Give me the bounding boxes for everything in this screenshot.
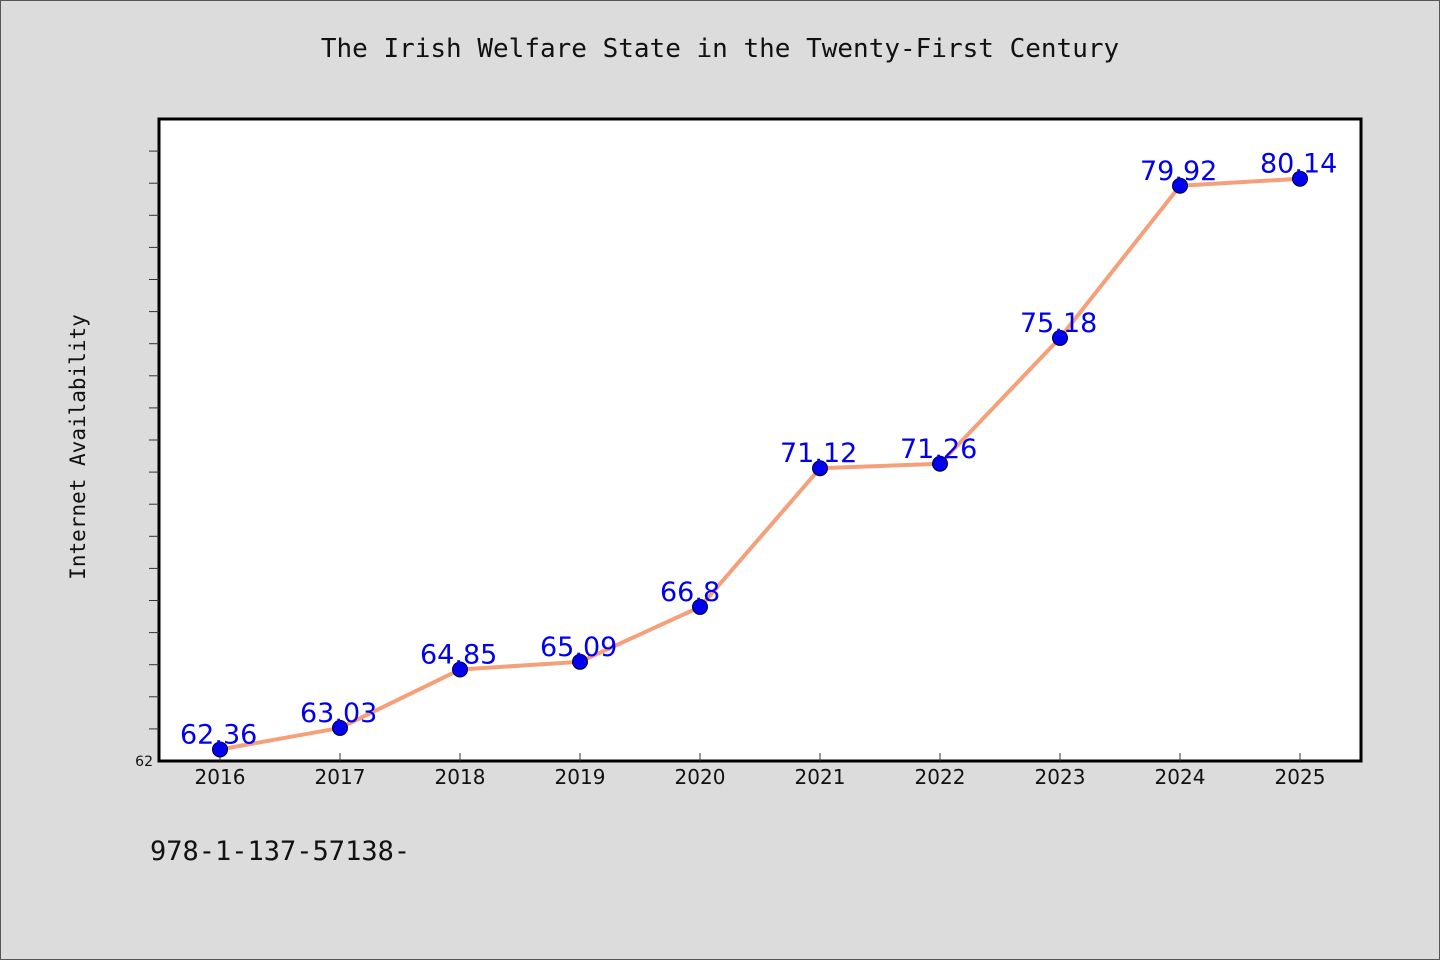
- x-axis-ticks: 2016 2017 2018 2019 2020 2021 2022 2023 2024 2025: [195, 753, 1326, 789]
- data-label: 63.03: [300, 698, 377, 729]
- x-tick-label: 2023: [1035, 765, 1086, 789]
- data-label: 71.26: [900, 434, 977, 465]
- data-label: 79.92: [1140, 156, 1217, 187]
- data-point-marker: [212, 741, 228, 758]
- x-tick-label: 2022: [915, 765, 966, 789]
- data-point-marker: [332, 719, 348, 736]
- data-point-marker: [1292, 170, 1308, 187]
- data-label: 62.36: [180, 719, 257, 750]
- data-label: 80.14: [1260, 149, 1337, 180]
- x-tick-label: 2025: [1275, 765, 1326, 789]
- series-line: [218, 176, 1302, 752]
- data-point-marker: [812, 460, 828, 477]
- data-point-marker: [692, 598, 708, 615]
- data-label: 75.18: [1020, 308, 1097, 339]
- chart-title: The Irish Welfare State in the Twenty-Fi…: [320, 34, 1120, 64]
- data-label: 66.8: [660, 577, 720, 608]
- x-tick-label: 2019: [555, 765, 606, 789]
- data-label: 71.12: [780, 438, 857, 469]
- footer-note: 978-1-137-57138-: [150, 836, 411, 867]
- data-label: 65.09: [540, 632, 617, 663]
- x-tick-label: 2018: [435, 765, 486, 789]
- x-tick-label: 2020: [675, 765, 726, 789]
- x-tick-label: 2017: [315, 765, 366, 789]
- data-label: 64.85: [420, 640, 497, 671]
- plot-area: [157, 117, 1363, 763]
- x-tick-label: 2016: [195, 765, 246, 789]
- data-point-marker: [1172, 177, 1188, 194]
- data-point-marker: [932, 455, 948, 472]
- data-point-marker: [1052, 329, 1068, 346]
- data-point-marker: [452, 661, 468, 678]
- x-tick-label: 2024: [1155, 765, 1206, 789]
- y-axis-ticks: 62: [135, 150, 159, 770]
- y-tick-label: 62: [135, 754, 153, 770]
- x-tick-label: 2021: [795, 765, 846, 789]
- data-point-marker: [572, 653, 588, 670]
